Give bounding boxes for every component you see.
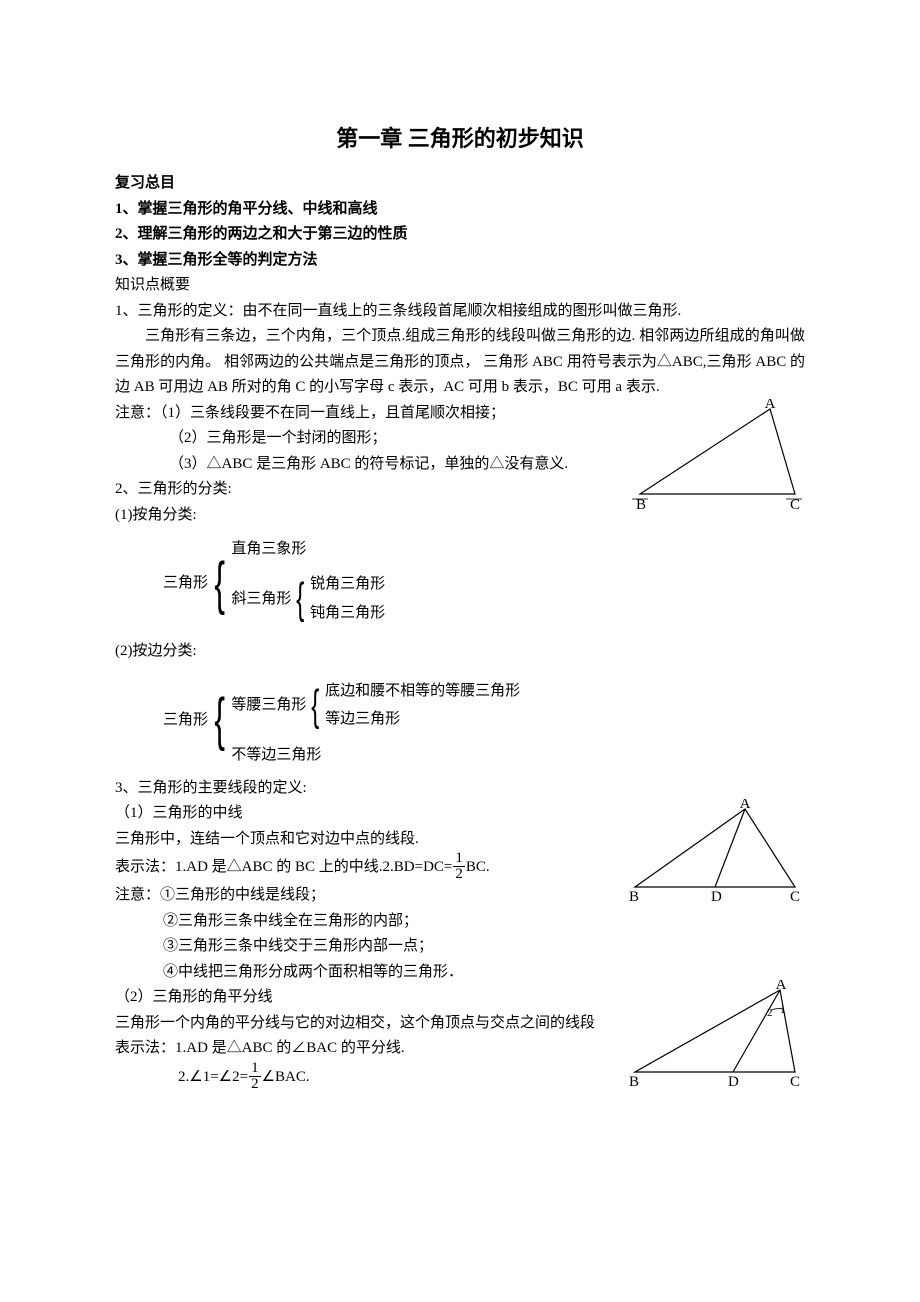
goal-2: 2、理解三角形的两边之和大于第三边的性质 [115,222,805,248]
fig-label-b: B [629,889,639,904]
kp3-title: 3、三角形的主要线段的定义: [115,776,805,802]
cls-isosceles-unequal: 底边和腰不相等的等腰三角形 [325,677,520,706]
fig-label-a: A [740,799,751,812]
kp3-median-note3: ③三角形三条中线交于三角形内部一点； [115,934,805,960]
kp2-by-side: (2)按边分类: [115,639,805,665]
fig-angle-2: 2 [767,1007,773,1019]
fig-label-b: B [629,1074,639,1090]
cls-acute-triangle: 锐角三角形 [310,570,385,599]
knowledge-points-heading: 知识点概要 [115,273,805,299]
triangle-figure-median: A B D C [625,799,805,914]
goal-1: 1、掌握三角形的角平分线、中线和高线 [115,197,805,223]
cls-root-label: 三角形 [163,708,208,734]
brace-icon: { [312,688,320,723]
cls-right-triangle: 直角三象形 [231,534,385,564]
review-heading: 复习总目 [115,171,805,197]
fig-label-d: D [728,1074,739,1090]
fig-label-d: D [711,889,722,904]
fig-label-c: C [790,1074,800,1090]
cls-isosceles: 等腰三角形 [231,690,306,720]
brace-icon: { [214,697,225,743]
fig-label-a: A [765,399,776,412]
goal-3: 3、掌握三角形全等的判定方法 [115,248,805,274]
triangle-figure-bisector: 2 1 A B D C [625,980,805,1100]
cls-oblique-triangle: 斜三角形 [231,584,291,614]
triangle-figure-abc: A B C [630,399,805,519]
kp1-title: 1、三角形的定义：由不在同一直线上的三条线段首尾顺次相接组成的图形叫做三角形. [115,299,805,325]
cls-obtuse-triangle: 钝角三角形 [310,599,385,628]
cls-equilateral: 等边三角形 [325,705,520,734]
chapter-title: 第一章 三角形的初步知识 [115,120,805,157]
cls-root-label: 三角形 [163,571,208,597]
fig-label-a: A [776,980,787,993]
brace-icon: { [214,561,225,607]
fig-label-c: C [790,889,800,904]
fig-angle-1: 1 [780,1004,786,1016]
classification-by-side: 三角形 { 等腰三角形 { 底边和腰不相等的等腰三角形 等边三角形 不等边三角形 [163,671,520,770]
classification-by-angle: 三角形 { 直角三象形 斜三角形 { 锐角三角形 钝角三角形 [163,534,385,633]
brace-icon: { [297,581,305,616]
cls-scalene: 不等边三角形 [231,740,520,770]
kp1-body: 三角形有三条边，三个内角，三个顶点.组成三角形的线段叫做三角形的边. 相邻两边所… [115,324,805,401]
